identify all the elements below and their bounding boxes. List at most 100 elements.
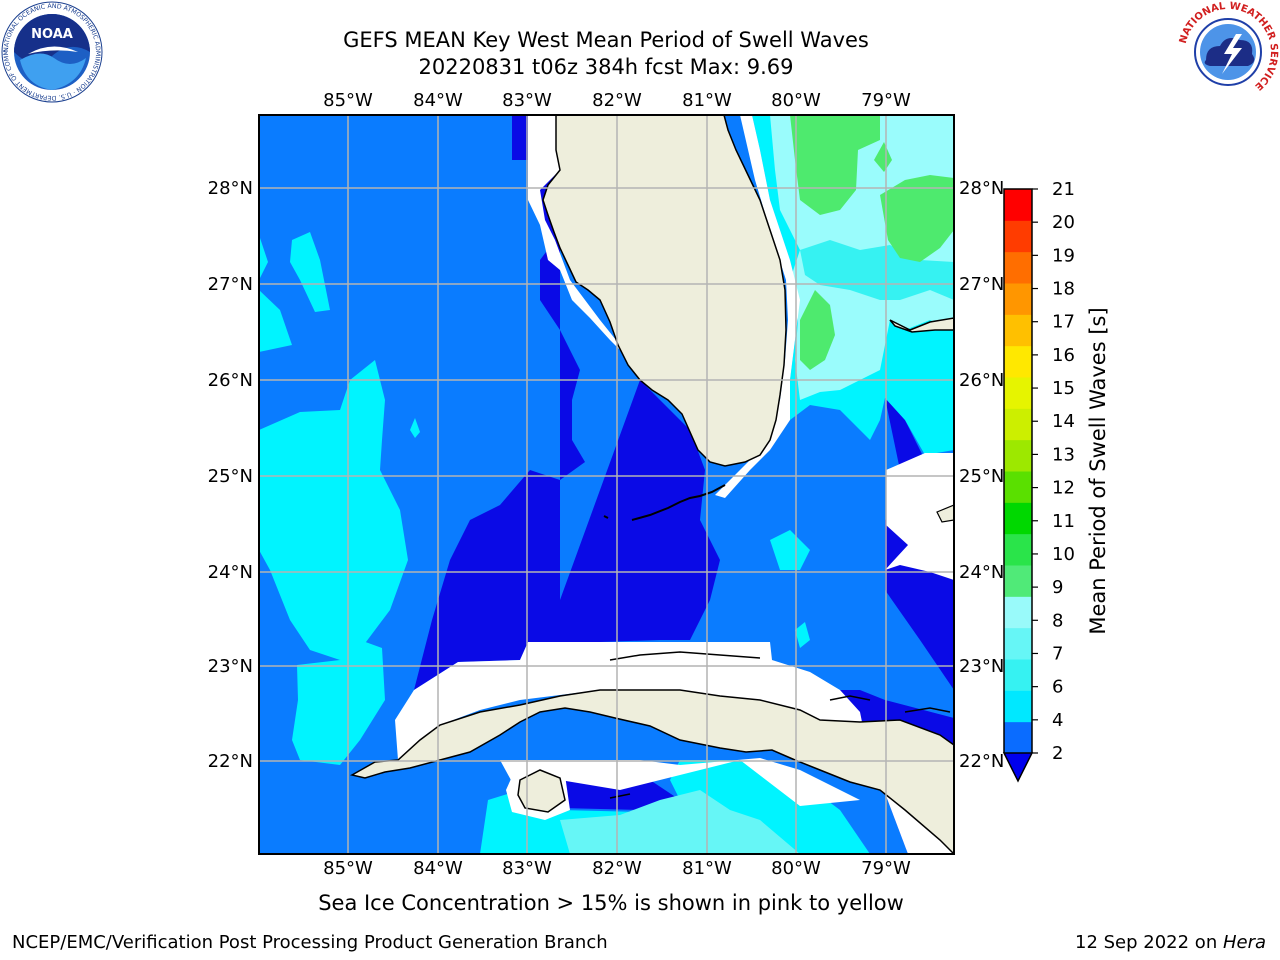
colorbar-tick-label: 19	[1052, 245, 1075, 266]
colorbar-tick-label: 12	[1052, 478, 1075, 499]
contour-4s-nw2	[259, 290, 292, 352]
colorbar-extend-arrow	[1002, 752, 1034, 783]
lat-label-right: 23°N	[959, 656, 1004, 677]
dry-tortugas	[603, 515, 609, 519]
colorbar-segment	[1004, 502, 1032, 535]
colorbar-tick-label: 8	[1052, 610, 1063, 631]
contour-4s-nw	[259, 235, 268, 280]
mask-cuba	[395, 642, 862, 760]
colorbar-segment	[1004, 627, 1032, 660]
lon-label-bottom: 84°W	[413, 858, 463, 879]
lat-label-right: 26°N	[959, 370, 1004, 391]
lat-label-left: 25°N	[208, 466, 253, 487]
footer-date: 12 Sep 2022 on Hera	[1075, 932, 1266, 953]
colorbar-segment	[1004, 690, 1032, 723]
contour-4s-west	[259, 360, 408, 660]
colorbar-tick-label: 10	[1052, 544, 1075, 565]
nws-logo: NATIONAL WEATHER SERVICE	[1178, 1, 1279, 102]
cuba-land	[349, 689, 954, 854]
lat-label-left: 27°N	[208, 274, 253, 295]
contour-4s-mid	[770, 530, 810, 570]
colorbar-segment	[1004, 533, 1032, 566]
colorbar: 2 4 6 7 8 9 10 11 12 13 14 15 16 17 18 19 20 21	[1002, 179, 1075, 783]
graticule	[259, 115, 954, 854]
contour-9s	[790, 115, 880, 215]
contour-4s-nw3	[290, 232, 330, 312]
colorbar-tick-label: 11	[1052, 511, 1075, 532]
lon-label-bottom: 82°W	[592, 858, 642, 879]
lat-label-right: 22°N	[959, 751, 1004, 772]
colorbar-tick-label: 20	[1052, 212, 1075, 233]
lon-label-top: 84°W	[413, 90, 463, 111]
colorbar-tick-label: 21	[1052, 179, 1075, 200]
colorbar-tick-label: 17	[1052, 312, 1075, 333]
lat-label-left: 28°N	[208, 178, 253, 199]
lat-label-left: 23°N	[208, 656, 253, 677]
colorbar-tick-label: 16	[1052, 345, 1075, 366]
lon-label-top: 80°W	[771, 90, 821, 111]
cuba-cays	[609, 651, 951, 799]
mask-florida	[528, 115, 650, 380]
noaa-logo-text: NOAA	[31, 27, 73, 42]
lat-label-left: 26°N	[208, 370, 253, 391]
lon-label-top: 81°W	[682, 90, 732, 111]
colorbar-tick-label: 7	[1052, 643, 1063, 664]
map-title: GEFS MEAN Key West Mean Period of Swell …	[343, 28, 869, 52]
lon-label-bottom: 80°W	[771, 858, 821, 879]
colorbar-segment	[1004, 189, 1032, 221]
colorbar-frame	[1003, 188, 1033, 753]
contour-9s-d	[800, 290, 835, 370]
lat-label-right: 24°N	[959, 562, 1004, 583]
colorbar-segment	[1004, 721, 1032, 754]
colorbar-segment	[1004, 377, 1032, 409]
lat-label-right: 27°N	[959, 274, 1004, 295]
colorbar-segment	[1004, 596, 1032, 629]
lat-label-left: 24°N	[208, 562, 253, 583]
contour-4s-small	[410, 418, 420, 438]
contour-9s-c	[874, 142, 892, 172]
footer-credit: NCEP/EMC/Verification Post Processing Pr…	[12, 932, 608, 953]
colorbar-segment	[1004, 659, 1032, 691]
colorbar-tick-label: 18	[1052, 279, 1075, 300]
colorbar-segment	[1004, 251, 1032, 284]
florida-keys	[631, 484, 726, 521]
colorbar-tick-label: 2	[1052, 743, 1063, 764]
lat-label-left: 22°N	[208, 751, 253, 772]
bahamas-land2	[936, 504, 954, 523]
lon-label-bottom: 81°W	[682, 858, 732, 879]
colorbar-tick-label: 6	[1052, 677, 1063, 698]
lat-label-right: 28°N	[959, 178, 1004, 199]
lon-label-bottom: 79°W	[861, 858, 911, 879]
colorbar-tick-label: 14	[1052, 411, 1075, 432]
contour-4s-mid2	[795, 622, 810, 648]
florida-land	[542, 115, 787, 467]
colorbar-tick-label: 13	[1052, 444, 1075, 465]
lon-label-top: 79°W	[861, 90, 911, 111]
lon-label-bottom: 83°W	[502, 858, 552, 879]
colorbar-segment	[1004, 471, 1032, 503]
lat-label-right: 25°N	[959, 466, 1004, 487]
colorbar-tick-label: 9	[1052, 577, 1063, 598]
colorbar-segment	[1004, 314, 1032, 347]
colorbar-segment	[1004, 345, 1032, 378]
map-subtitle: 20220831 t06z 384h fcst Max: 9.69	[418, 55, 794, 79]
lon-label-top: 85°W	[323, 90, 373, 111]
colorbar-segment	[1004, 408, 1032, 441]
colorbar-label: Mean Period of Swell Waves [s]	[1086, 307, 1110, 634]
footer-date-text: 12 Sep 2022 on	[1075, 932, 1223, 953]
colorbar-tick-label: 4	[1052, 710, 1063, 731]
contour-2s	[414, 115, 720, 690]
map-frame	[258, 114, 955, 855]
mask-bahamas	[885, 453, 954, 580]
isle-of-youth	[517, 769, 566, 813]
contour-4s-west2	[292, 640, 385, 765]
colorbar-segment	[1004, 220, 1032, 253]
bahamas-land	[889, 317, 954, 333]
lon-label-top: 83°W	[502, 90, 552, 111]
contour-9s-b	[880, 175, 954, 262]
colorbar-tick-label: 15	[1052, 378, 1075, 399]
mask-cuba-south	[500, 758, 860, 806]
colorbar-segment	[1004, 565, 1032, 597]
colorbar-segment	[1004, 283, 1032, 315]
